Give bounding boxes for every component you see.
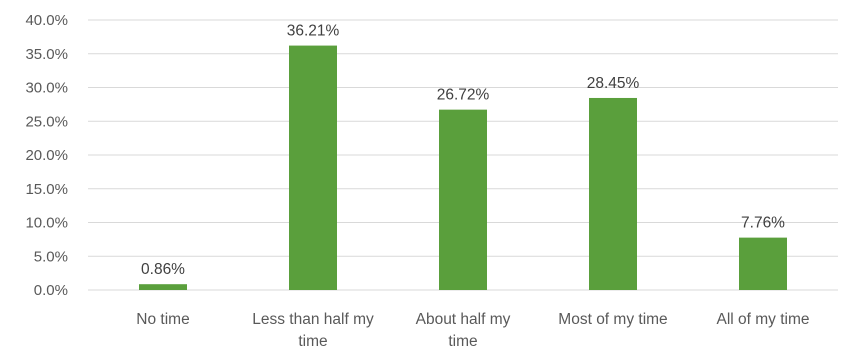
data-labels: 0.86% 36.21% 26.72% 28.45% 7.76% [141,23,785,279]
bar [589,97,637,291]
data-label: 7.76% [741,215,785,232]
bar [739,237,787,290]
data-label: 0.86% [141,261,185,278]
y-tick-label: 40.0% [25,12,68,29]
y-tick-label: 30.0% [25,80,68,97]
category-label: Less than half my time [252,311,374,350]
y-tick-label: 5.0% [34,248,68,265]
y-tick-label: 25.0% [25,113,68,130]
x-axis-category-labels: No time Less than half my time About half m… [136,311,809,350]
category-label: About half my time [416,311,511,350]
data-label: 28.45% [587,75,640,92]
bars [139,45,787,291]
bar [289,45,337,290]
y-tick-label: 35.0% [25,46,68,63]
data-label: 26.72% [437,87,490,104]
category-label: All of my time [716,311,809,328]
y-tick-label: 0.0% [34,282,68,299]
category-label: No time [136,311,189,328]
y-tick-label: 20.0% [25,147,68,164]
data-label: 36.21% [287,23,340,40]
y-tick-label: 15.0% [25,181,68,198]
bar [139,284,187,290]
category-label: Most of my time [558,311,667,328]
bar [439,109,487,290]
y-axis-tick-labels: 0.0% 5.0% 10.0% 15.0% 20.0% 25.0% 30.0% 35.0% 40… [25,12,68,299]
y-tick-label: 10.0% [25,215,68,232]
